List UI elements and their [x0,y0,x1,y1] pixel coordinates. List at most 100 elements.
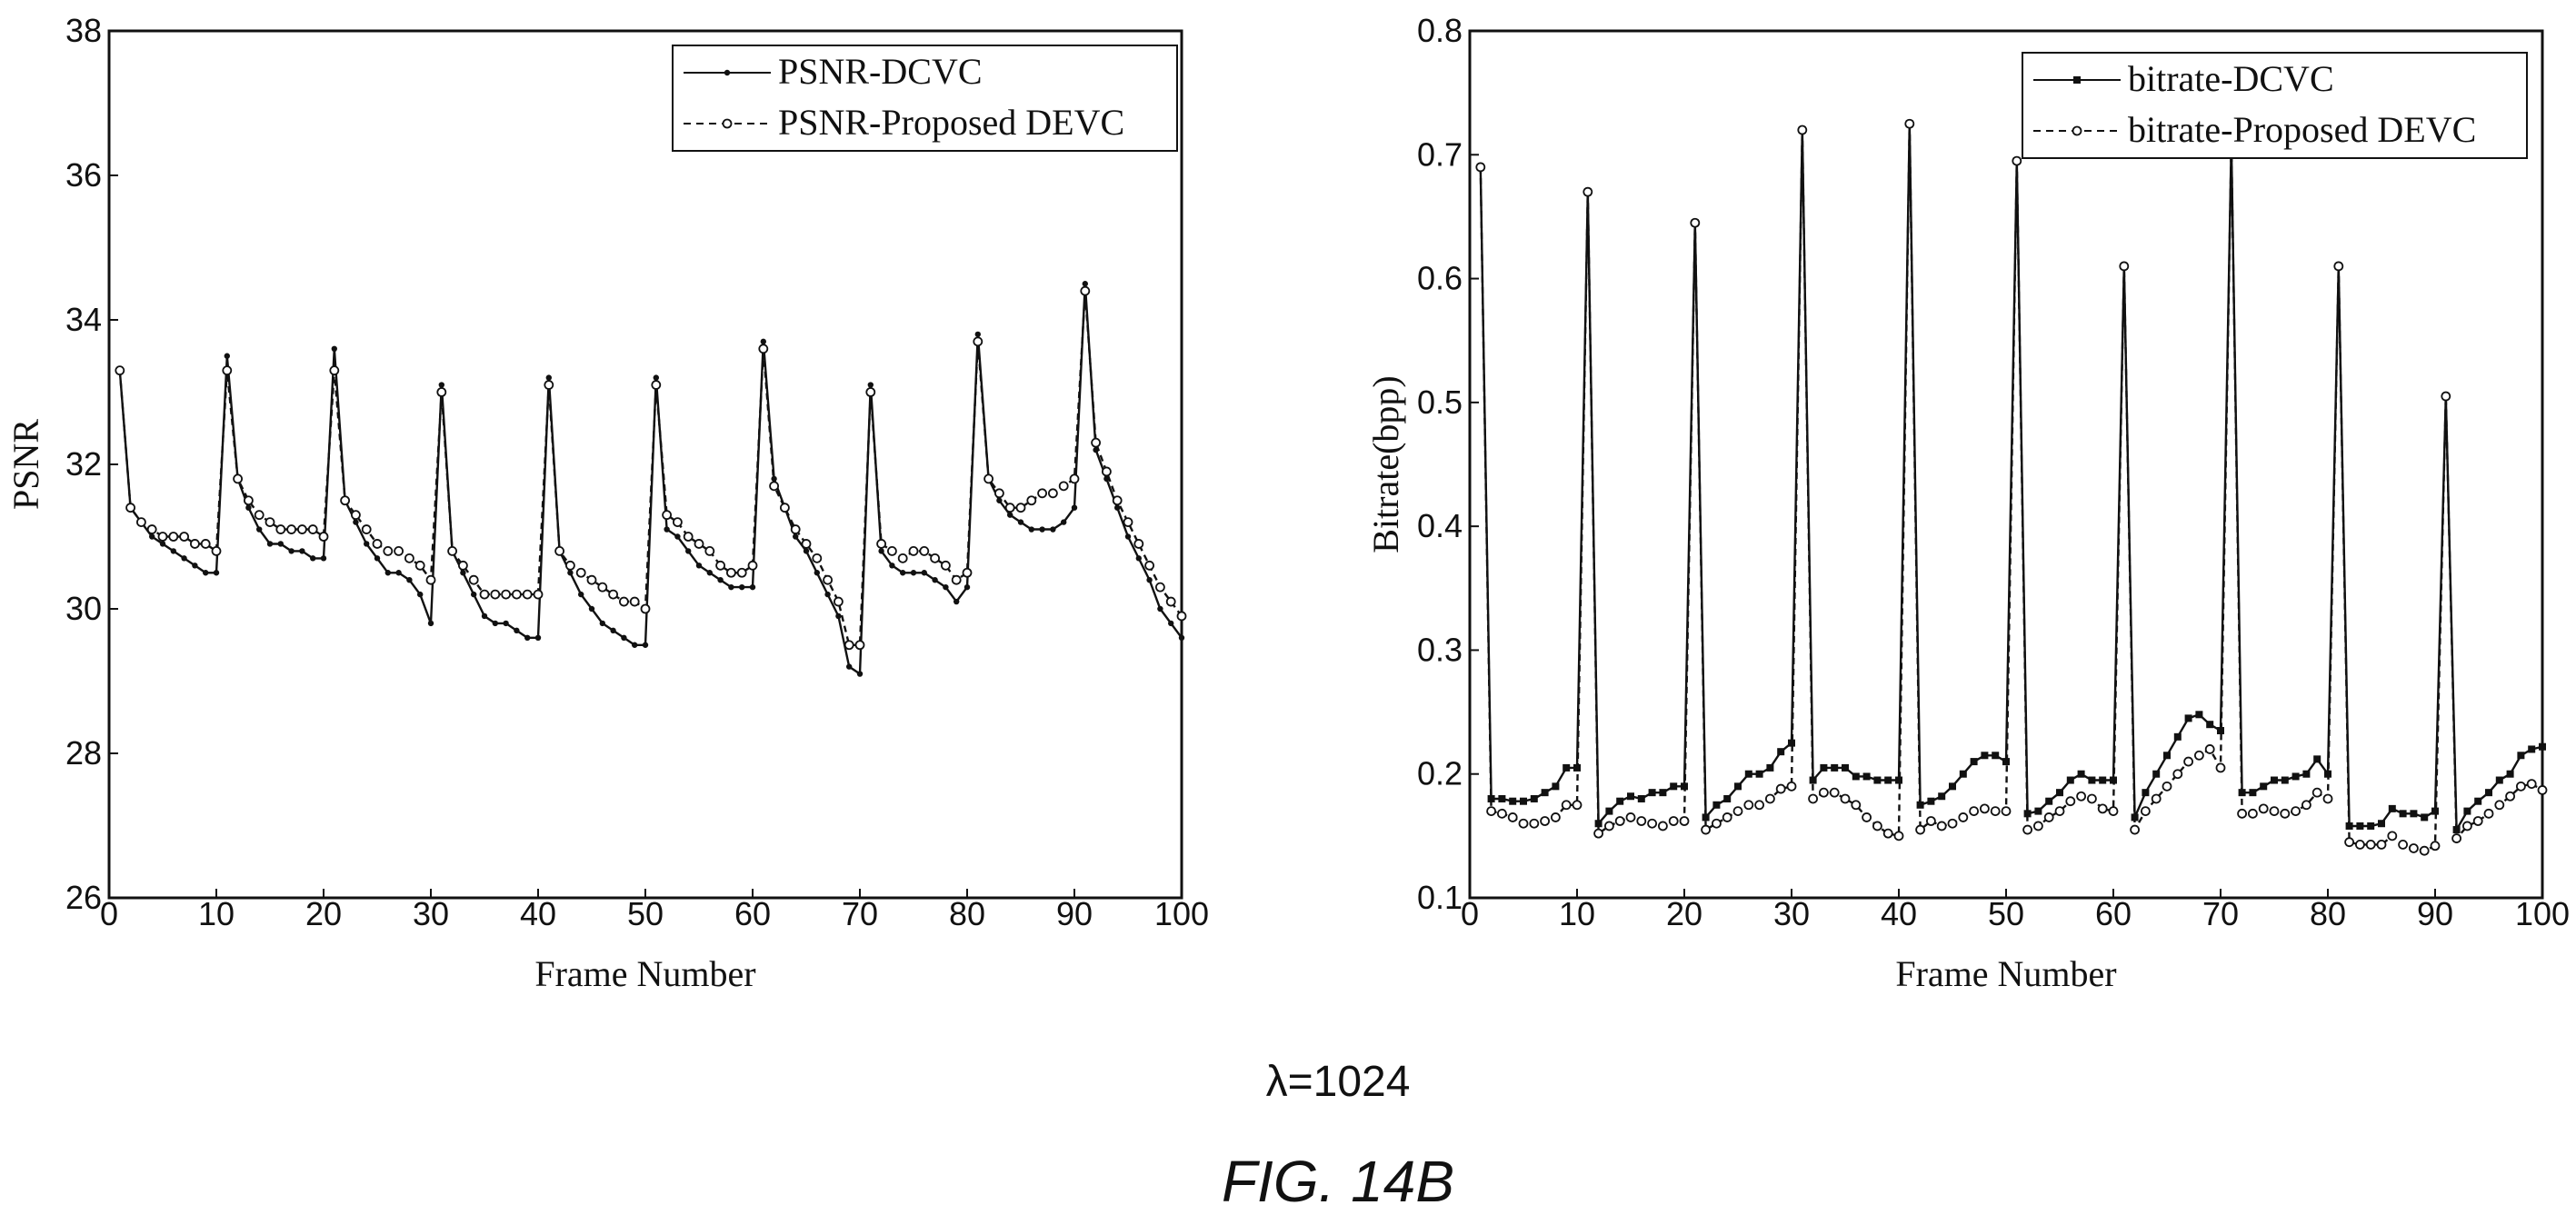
data-point-psnr-dcvc [664,526,670,533]
data-point-psnr-proposed-devc [436,387,447,397]
legend-marker [2073,76,2081,84]
data-point-psnr-proposed-devc [1026,495,1037,506]
data-point-psnr-proposed-devc [404,553,414,563]
legend-label-psnr-proposed: PSNR-Proposed DEVC [778,102,1124,143]
legend-label-bitrate-dcvc: bitrate-DCVC [2128,58,2334,99]
data-point-psnr-proposed-devc [501,589,511,600]
data-point-psnr-proposed-devc [1176,611,1187,622]
data-point-psnr-dcvc [856,671,864,677]
data-point-bitrate-dcvc [2195,711,2203,719]
data-point-bitrate-proposed-devc [2076,791,2087,802]
data-point-bitrate-dcvc [2271,776,2278,784]
data-point-psnr-proposed-devc [447,546,458,556]
data-point-psnr-dcvc [1168,620,1174,627]
data-point-psnr-dcvc [706,570,713,576]
data-point-psnr-proposed-devc [951,574,962,585]
data-point-bitrate-proposed-devc [2204,744,2215,754]
data-point-psnr-dcvc [1157,605,1163,612]
data-point-bitrate-proposed-devc [1551,812,1561,822]
data-point-bitrate-proposed-devc [2526,779,2537,790]
legend-marker [2072,125,2082,136]
x-tick-label: 60 [734,895,771,932]
data-point-bitrate-dcvc [2485,789,2492,797]
data-point-psnr-dcvc [932,577,938,583]
data-point-psnr-dcvc [364,541,370,547]
data-point-bitrate-proposed-devc [2097,803,2108,814]
data-point-psnr-dcvc [320,555,327,562]
data-point-bitrate-dcvc [1498,794,1506,802]
data-point-psnr-dcvc [299,548,305,554]
data-point-bitrate-proposed-devc [1636,816,1647,826]
data-point-bitrate-proposed-devc [1583,186,1593,197]
series-line-bitrate-proposed-devc [1479,124,2543,852]
data-point-bitrate-dcvc [2034,807,2042,815]
data-point-psnr-proposed-devc [823,574,833,585]
data-point-psnr-proposed-devc [200,539,211,549]
x-tick-label: 10 [198,895,235,932]
data-point-bitrate-proposed-devc [1722,812,1732,822]
data-point-psnr-proposed-devc [1069,473,1080,484]
data-point-bitrate-proposed-devc [1840,793,1851,804]
data-point-psnr-proposed-devc [919,546,930,556]
data-point-bitrate-proposed-devc [1679,816,1690,826]
data-point-bitrate-dcvc [2249,789,2257,797]
data-point-psnr-proposed-devc [994,488,1004,499]
data-point-psnr-proposed-devc [1112,495,1123,506]
data-point-bitrate-dcvc [2152,770,2161,778]
data-point-psnr-dcvc [910,570,917,576]
data-point-psnr-proposed-devc [275,524,286,534]
x-tick-label: 70 [2202,895,2239,932]
data-point-bitrate-proposed-devc [1647,818,1657,829]
data-point-bitrate-proposed-devc [2419,845,2430,856]
data-point-psnr-dcvc [181,555,187,562]
data-point-bitrate-proposed-devc [1754,800,1764,811]
data-point-psnr-proposed-devc [575,567,586,578]
data-point-psnr-proposed-devc [973,336,983,347]
data-point-bitrate-proposed-devc [2032,821,2043,832]
data-point-psnr-dcvc [803,548,810,554]
data-point-psnr-proposed-devc [801,539,812,549]
data-point-psnr-proposed-devc [1123,517,1133,527]
data-point-psnr-proposed-devc [189,539,200,549]
data-point-psnr-dcvc [632,642,638,648]
data-point-psnr-proposed-devc [715,560,725,571]
data-point-bitrate-dcvc [1734,782,1742,791]
x-tick-label: 80 [2310,895,2346,932]
data-point-bitrate-dcvc [2002,758,2010,766]
data-point-bitrate-proposed-devc [2162,781,2172,792]
data-point-psnr-dcvc [653,374,659,381]
data-point-bitrate-proposed-devc [1690,217,1701,228]
data-point-bitrate-dcvc [2163,752,2171,760]
data-point-psnr-dcvc [545,374,552,381]
data-point-bitrate-proposed-devc [2022,824,2033,835]
data-point-psnr-dcvc [1114,504,1121,511]
data-point-bitrate-dcvc [1852,772,1860,781]
data-point-bitrate-dcvc [2077,770,2085,778]
data-point-bitrate-proposed-devc [1958,812,1969,822]
lambda-caption: λ=1024 [1266,1058,1411,1106]
data-point-bitrate-proposed-devc [1625,812,1636,822]
y-tick-label: 0.3 [1417,631,1463,668]
data-point-psnr-dcvc [1007,512,1013,518]
data-point-psnr-proposed-devc [361,524,372,534]
data-point-bitrate-proposed-devc [2451,833,2462,843]
x-tick-label: 20 [305,895,342,932]
data-point-psnr-dcvc [213,570,220,576]
data-point-bitrate-dcvc [2291,772,2300,781]
data-point-psnr-dcvc [943,583,949,591]
data-point-bitrate-proposed-devc [1786,781,1797,792]
data-point-bitrate-dcvc [1744,770,1752,778]
data-point-psnr-dcvc [846,663,853,670]
data-point-bitrate-proposed-devc [1808,793,1818,804]
data-point-bitrate-proposed-devc [1732,806,1743,816]
data-point-bitrate-proposed-devc [2387,831,2398,842]
data-point-bitrate-dcvc [2517,752,2525,760]
y-tick-label: 32 [65,445,102,483]
data-point-bitrate-dcvc [2431,807,2439,815]
data-point-psnr-proposed-devc [1004,503,1015,513]
data-point-psnr-proposed-devc [983,473,993,484]
bitrate-x-axis-label: Frame Number [1895,953,2116,994]
data-point-bitrate-dcvc [2184,714,2192,722]
data-point-bitrate-dcvc [1777,748,1785,756]
data-point-bitrate-proposed-devc [2376,839,2387,850]
